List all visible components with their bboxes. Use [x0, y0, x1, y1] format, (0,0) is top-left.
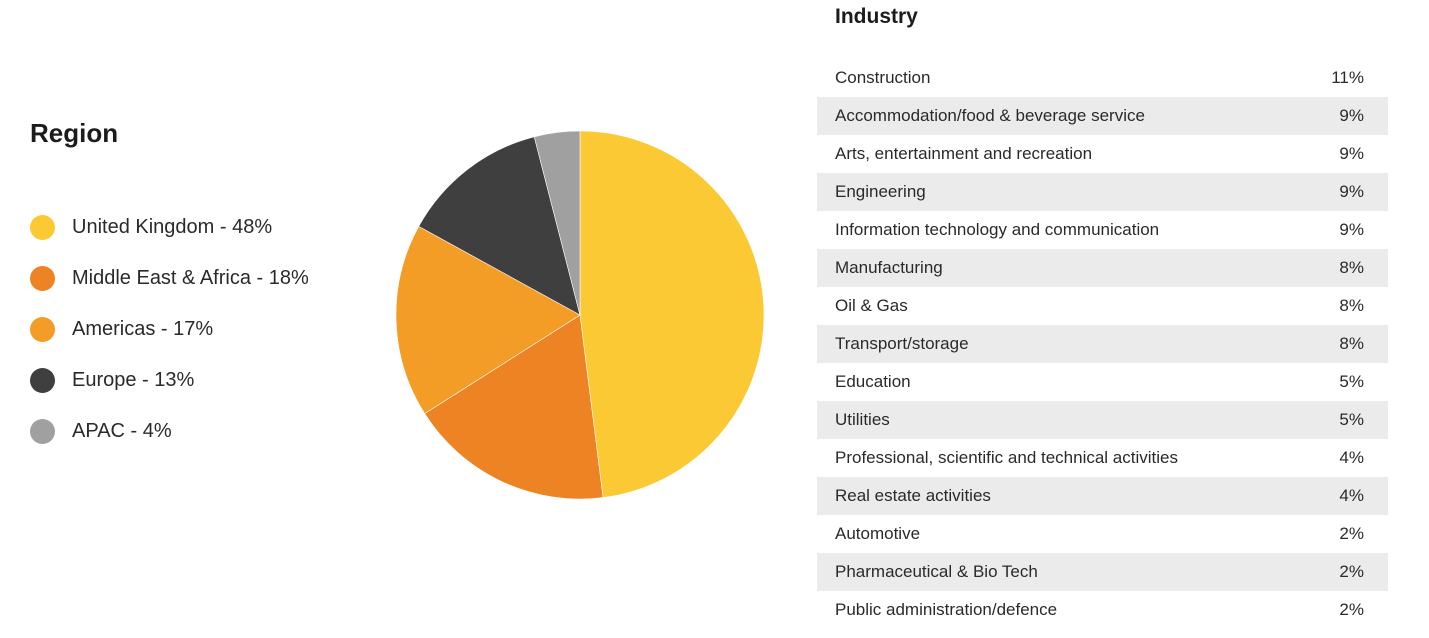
industry-name: Pharmaceutical & Bio Tech: [835, 562, 1038, 581]
industry-value: 5%: [1339, 410, 1364, 429]
industry-row-real-estate: Real estate activities 4%: [817, 477, 1388, 515]
region-pie-chart: [395, 130, 765, 500]
pie-slice-apac: [533, 130, 581, 316]
industry-name: Transport/storage: [835, 334, 969, 353]
region-legend: United Kingdom - 48% Middle East & Afric…: [30, 202, 309, 457]
industry-value: 9%: [1339, 106, 1364, 125]
pie-slice-middle-east-africa: [424, 314, 604, 500]
industry-name: Construction: [835, 68, 931, 87]
industry-table: Construction 11% Accommodation/food & be…: [817, 59, 1388, 629]
legend-dot-europe: [30, 368, 55, 393]
industry-name: Accommodation/food & beverage service: [835, 106, 1145, 125]
legend-dot-middle-east-africa: [30, 266, 55, 291]
legend-label-united-kingdom: United Kingdom - 48%: [72, 216, 273, 238]
industry-row-engineering: Engineering 9%: [817, 173, 1388, 211]
legend-label-middle-east-africa: Middle East & Africa - 18%: [72, 267, 309, 289]
legend-dot-americas: [30, 317, 55, 342]
industry-row-automotive: Automotive 2%: [817, 515, 1388, 553]
industry-name: Real estate activities: [835, 486, 991, 505]
industry-row-it: Information technology and communication…: [817, 211, 1388, 249]
industry-row-oil-gas: Oil & Gas 8%: [817, 287, 1388, 325]
legend-item-europe: Europe - 13%: [30, 355, 309, 406]
industry-row-utilities: Utilities 5%: [817, 401, 1388, 439]
industry-name: Oil & Gas: [835, 296, 908, 315]
industry-name: Education: [835, 372, 911, 391]
industry-value: 9%: [1339, 182, 1364, 201]
legend-item-united-kingdom: United Kingdom - 48%: [30, 202, 309, 253]
industry-name: Automotive: [835, 524, 921, 543]
industry-name: Arts, entertainment and recreation: [835, 144, 1093, 163]
industry-value: 8%: [1339, 258, 1364, 277]
industry-value: 4%: [1339, 448, 1364, 467]
industry-value: 11%: [1331, 68, 1364, 87]
industry-title: Industry: [835, 5, 918, 28]
legend-label-americas: Americas - 17%: [72, 318, 214, 340]
industry-value: 9%: [1339, 144, 1364, 163]
legend-label-europe: Europe - 13%: [72, 369, 195, 391]
industry-value: 8%: [1339, 296, 1364, 315]
industry-row-manufacturing: Manufacturing 8%: [817, 249, 1388, 287]
industry-name: Engineering: [835, 182, 926, 201]
legend-item-americas: Americas - 17%: [30, 304, 309, 355]
legend-item-apac: APAC - 4%: [30, 406, 309, 457]
pie-slice-europe: [418, 136, 581, 316]
industry-value: 4%: [1339, 486, 1364, 505]
industry-value: 9%: [1339, 220, 1364, 239]
industry-row-accommodation: Accommodation/food & beverage service 9%: [817, 97, 1388, 135]
legend-dot-apac: [30, 419, 55, 444]
region-title: Region: [30, 118, 119, 148]
industry-value: 2%: [1339, 524, 1364, 543]
industry-row-professional: Professional, scientific and technical a…: [817, 439, 1388, 477]
pie-slice-united-kingdom: [579, 130, 765, 498]
industry-value: 5%: [1339, 372, 1364, 391]
industry-name: Manufacturing: [835, 258, 943, 277]
industry-name: Public administration/defence: [835, 600, 1058, 619]
industry-row-education: Education 5%: [817, 363, 1388, 401]
industry-row-public-administration: Public administration/defence 2%: [817, 591, 1388, 629]
industry-value: 8%: [1339, 334, 1364, 353]
industry-name: Information technology and communication: [835, 220, 1160, 239]
legend-item-middle-east-africa: Middle East & Africa - 18%: [30, 253, 309, 304]
industry-row-arts: Arts, entertainment and recreation 9%: [817, 135, 1388, 173]
pie-slice-americas: [395, 225, 581, 415]
industry-row-construction: Construction 11%: [817, 59, 1388, 97]
industry-value: 2%: [1339, 600, 1364, 619]
industry-row-transport: Transport/storage 8%: [817, 325, 1388, 363]
industry-value: 2%: [1339, 562, 1364, 581]
industry-name: Professional, scientific and technical a…: [835, 448, 1178, 467]
legend-label-apac: APAC - 4%: [72, 420, 172, 442]
industry-name: Utilities: [835, 410, 890, 429]
industry-row-pharmaceutical: Pharmaceutical & Bio Tech 2%: [817, 553, 1388, 591]
legend-dot-united-kingdom: [30, 215, 55, 240]
